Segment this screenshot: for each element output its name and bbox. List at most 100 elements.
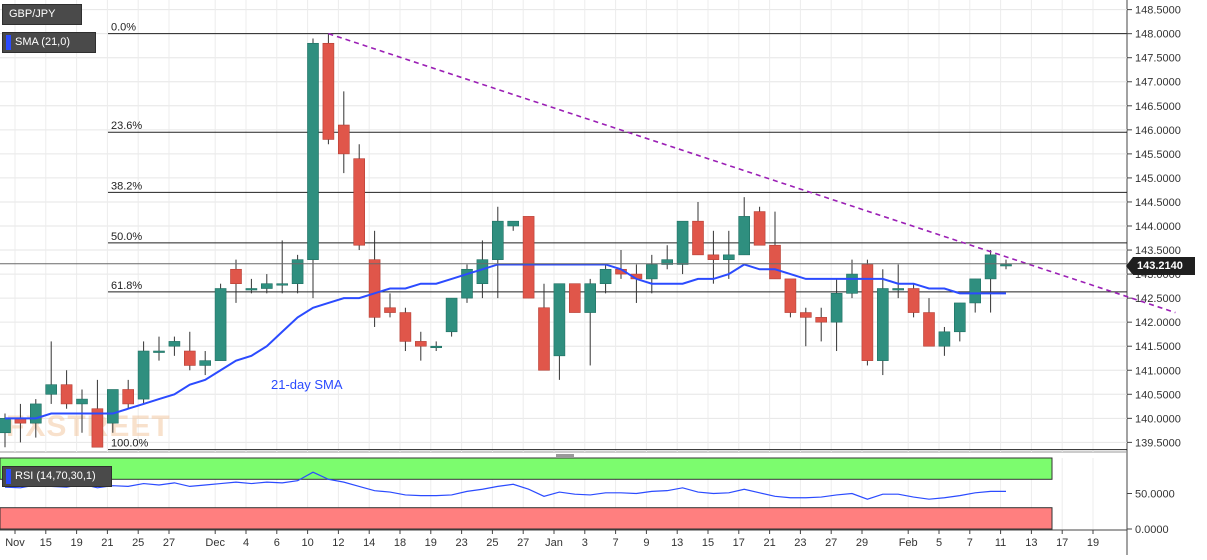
candle-body (969, 278, 982, 304)
candle-body (91, 408, 104, 448)
candle-body (307, 42, 319, 260)
price-tick-label: 146.5000 (1135, 101, 1181, 113)
candle-body (214, 288, 227, 361)
candle-body (0, 418, 11, 434)
time-tick-label: 25 (486, 537, 498, 549)
price-tick-label: 148.0000 (1135, 29, 1181, 41)
time-tick-label: 27 (825, 537, 837, 549)
candle-body (384, 307, 396, 313)
candle-body (553, 283, 566, 357)
time-tick-label: 19 (425, 537, 437, 549)
price-axis: 139.5000 140.0000 140.5000 141.0000 141.5000… (1127, 5, 1181, 449)
fib-level-label: 0.0% (111, 22, 136, 34)
rsi-overbought-zone (0, 457, 1053, 480)
fib-level-label: 100.0% (111, 438, 149, 450)
price-tick-label: 147.0000 (1135, 77, 1181, 89)
time-tick-label: Jan (545, 537, 563, 549)
price-tick-label: 142.0000 (1135, 317, 1181, 329)
time-tick-label: 7 (613, 537, 619, 549)
time-tick-label: 27 (517, 537, 529, 549)
time-tick-label: 15 (702, 537, 714, 549)
price-tick-label: 146.0000 (1135, 125, 1181, 137)
candle-body (461, 268, 473, 299)
rsi-legend-text: RSI (14,70,30,1) (15, 470, 96, 482)
candle-body (522, 216, 535, 299)
time-tick-label: 11 (995, 537, 1006, 549)
time-tick-label: 19 (70, 537, 82, 549)
sma-swatch (6, 35, 11, 50)
candle-body (430, 345, 443, 349)
candle-body (368, 259, 381, 318)
time-tick-label: Feb (899, 537, 918, 549)
rsi-tick-label: 0.0000 (1135, 524, 1169, 536)
time-tick-label: 27 (163, 537, 175, 549)
candle-body (76, 398, 88, 405)
candle-body (953, 302, 966, 333)
fib-level-label: 38.2% (111, 180, 142, 192)
panel-resize-handle (556, 454, 574, 457)
candle-body (707, 254, 720, 260)
time-tick-label: 23 (794, 537, 806, 549)
candle-body (815, 317, 828, 323)
sma-legend-label: SMA (21,0) (2, 32, 96, 53)
candle-body (846, 273, 858, 294)
time-tick-label: 25 (132, 537, 144, 549)
price-tick-label: 147.5000 (1135, 53, 1181, 65)
candle-body (507, 220, 520, 227)
candle-body (738, 216, 751, 256)
time-tick-label: 12 (332, 537, 344, 549)
last-price-badge: 143.2140 (1126, 257, 1195, 275)
candle-body (337, 124, 350, 155)
time-tick-label: 5 (936, 537, 942, 549)
rsi-line (4, 471, 1006, 500)
candle-body (1000, 264, 1012, 267)
candle-body (153, 350, 165, 353)
rsi-legend-label: RSI (14,70,30,1) (2, 466, 112, 487)
candle-body (784, 278, 797, 313)
time-tick-label: 21 (763, 537, 775, 549)
trendline-group (0, 32, 1176, 314)
candle-body (29, 403, 42, 424)
candle-body (676, 220, 689, 265)
time-tick-label: 10 (301, 537, 313, 549)
time-tick-label: 18 (394, 537, 406, 549)
candle-body (907, 288, 920, 313)
price-tick-label: 141.5000 (1135, 341, 1181, 353)
candle-body (137, 350, 150, 400)
time-tick-label: 13 (1025, 537, 1037, 549)
candle-body (260, 283, 273, 289)
rsi-panel: 0.0000 50.0000 (0, 457, 1175, 536)
candle-body (168, 341, 181, 347)
price-tick-label: 140.0000 (1135, 413, 1181, 425)
time-tick-label: 29 (856, 537, 868, 549)
sma-line-group: 21-day SMA (5, 263, 1006, 420)
candle-body (107, 389, 119, 424)
candle-body (923, 312, 935, 347)
price-tick-label: 140.5000 (1135, 389, 1181, 401)
candle-body (753, 211, 766, 246)
price-tick-label: 139.5000 (1135, 437, 1181, 449)
candle-body (538, 307, 550, 371)
sma-legend-text: SMA (21,0) (15, 36, 71, 48)
candle-body (799, 312, 812, 318)
candle-body (291, 259, 304, 285)
candle-body (199, 360, 211, 366)
time-axis: Nov 15 19 21 25 27 Dec 4 6 10 12 14 18 19 23 25 27 Jan 3 7 9… (0, 529, 1127, 549)
time-tick-label: 3 (582, 537, 588, 549)
candle-body (645, 264, 658, 280)
candle-body (984, 254, 997, 280)
candle-body (491, 220, 504, 260)
fib-level-label: 23.6% (111, 120, 142, 132)
time-tick-label: 13 (671, 537, 683, 549)
rsi-tick-label: 50.0000 (1135, 489, 1175, 501)
sma-line (5, 263, 1006, 420)
sma-annotation: 21-day SMA (271, 377, 343, 392)
time-tick-label: 7 (967, 537, 973, 549)
candle-body (892, 288, 905, 291)
candle-body (476, 259, 489, 285)
candle-body (568, 283, 581, 313)
candle-body (184, 350, 196, 366)
time-tick-label: 17 (733, 537, 745, 549)
